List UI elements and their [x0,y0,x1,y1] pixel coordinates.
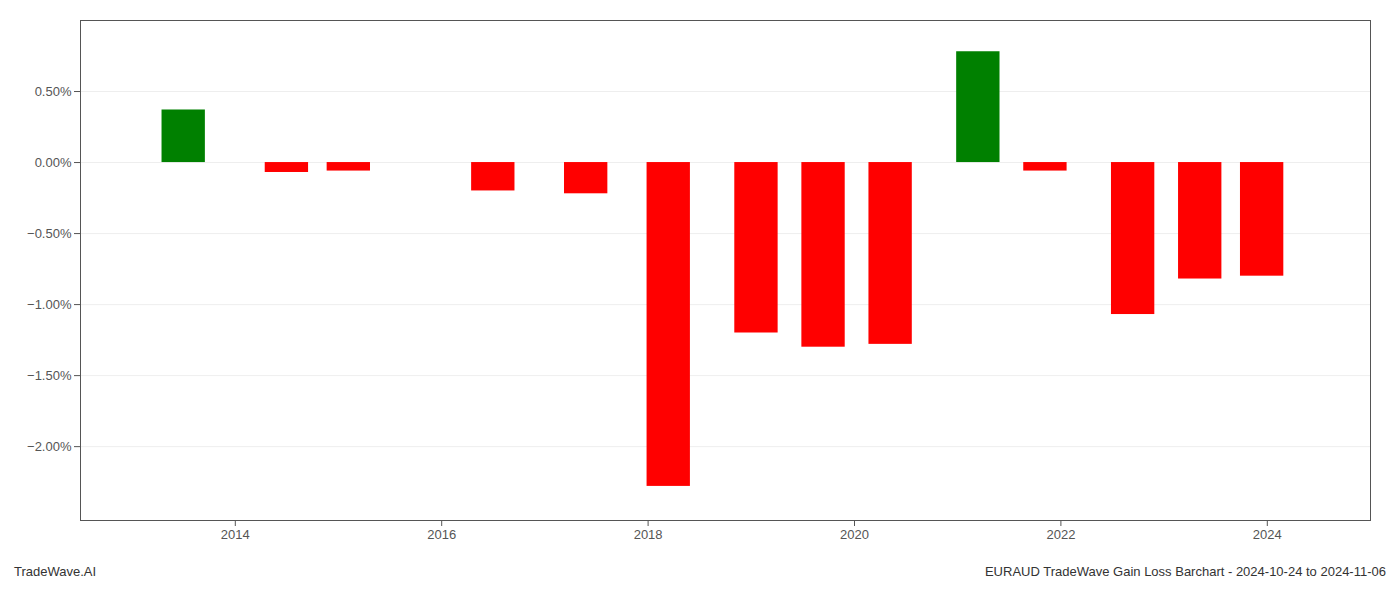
svg-text:−1.00%: −1.00% [27,297,72,312]
svg-text:2014: 2014 [221,527,250,542]
svg-text:2018: 2018 [634,527,663,542]
svg-text:−0.50%: −0.50% [27,226,72,241]
svg-text:2016: 2016 [427,527,456,542]
html-text:EURAUD TradeWave Gain Loss Bar: EURAUD TradeWave Gain Loss Barchart - 20… [985,564,1386,579]
svg-text:−2.00%: −2.00% [27,439,72,454]
svg-text:2022: 2022 [1046,527,1075,542]
svg-text:0.00%: 0.00% [35,155,72,170]
svg-text:−1.50%: −1.50% [27,368,72,383]
svg-text:2020: 2020 [840,527,869,542]
svg-text:0.50%: 0.50% [35,84,72,99]
html-text:TradeWave.AI: TradeWave.AI [14,564,97,579]
svg-text:2024: 2024 [1253,527,1282,542]
